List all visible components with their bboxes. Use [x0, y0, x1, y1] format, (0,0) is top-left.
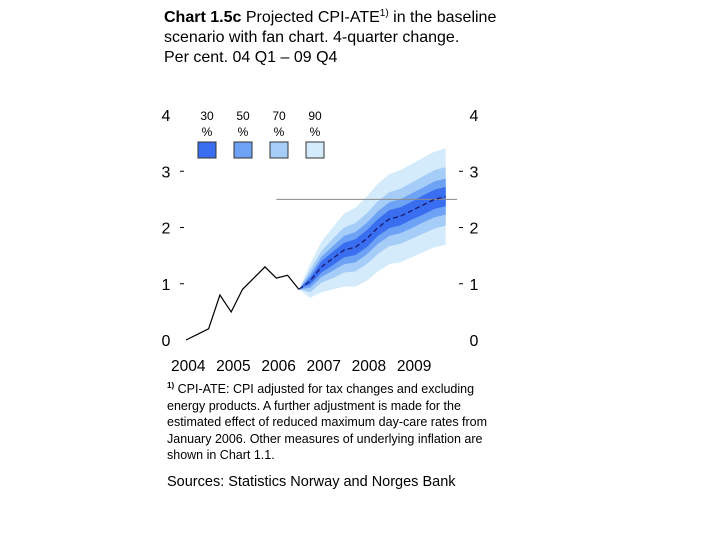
y-tick-label-right-1: 1 — [470, 277, 479, 294]
y-tick-label-left-1: 1 — [162, 277, 171, 294]
historical-line — [185, 266, 300, 341]
legend-unit-90: % — [310, 125, 321, 139]
y-tick-label-left-2: 2 — [162, 221, 171, 238]
title-text: Projected CPI-ATE — [245, 9, 380, 26]
title-rest: in the baseline scenario with fan chart.… — [164, 9, 497, 46]
x-tick-label-2004: 2004 — [171, 358, 206, 375]
legend-label-50: 50 — [236, 109, 250, 123]
legend-swatch-30 — [197, 141, 217, 159]
legend-unit-30: % — [202, 125, 213, 139]
x-tick-label-2009: 2009 — [397, 358, 431, 375]
x-tick-label-2006: 2006 — [261, 358, 295, 375]
projection-line — [298, 195, 446, 290]
legend-label-30: 30 — [200, 109, 214, 123]
legend-unit-70: % — [274, 125, 285, 139]
legend-unit-50: % — [238, 125, 249, 139]
legend-swatch-90 — [305, 141, 325, 159]
footnote: 1) CPI-ATE: CPI adjusted for tax changes… — [167, 381, 497, 464]
footnote-marker: 1) — [167, 381, 175, 390]
footnote-text: CPI-ATE: CPI adjusted for tax changes an… — [167, 382, 488, 462]
chart-title: Chart 1.5c Projected CPI-ATE1) in the ba… — [164, 8, 524, 68]
y-tick-label-left-4: 4 — [162, 108, 171, 125]
fan-chart: 0 0 1 1 2 2 3 3 4 4 2004 2005 2006 2007 2008 2009 30% 50%… — [162, 108, 479, 375]
y-tick-label-left-0: 0 — [162, 333, 171, 350]
x-tick-label-2007: 2007 — [307, 358, 341, 375]
y-tick-label-right-0: 0 — [470, 333, 479, 350]
title-subline: Per cent. 04 Q1 – 09 Q4 — [164, 49, 338, 66]
legend-label-90: 90 — [308, 109, 322, 123]
y-tick-label-left-3: 3 — [162, 164, 171, 181]
y-tick-label-right-4: 4 — [470, 108, 479, 125]
legend-swatch-70 — [269, 141, 289, 159]
title-superscript: 1) — [379, 8, 389, 19]
legend-swatch-50 — [233, 141, 253, 159]
legend-label-70: 70 — [272, 109, 286, 123]
sources: Sources: Statistics Norway and Norges Ba… — [167, 474, 456, 490]
y-tick-label-right-3: 3 — [470, 164, 479, 181]
x-tick-label-2008: 2008 — [352, 358, 386, 375]
x-tick-label-2005: 2005 — [216, 358, 250, 375]
y-tick-label-right-2: 2 — [470, 221, 479, 238]
chart-number: Chart 1.5c — [164, 9, 242, 26]
